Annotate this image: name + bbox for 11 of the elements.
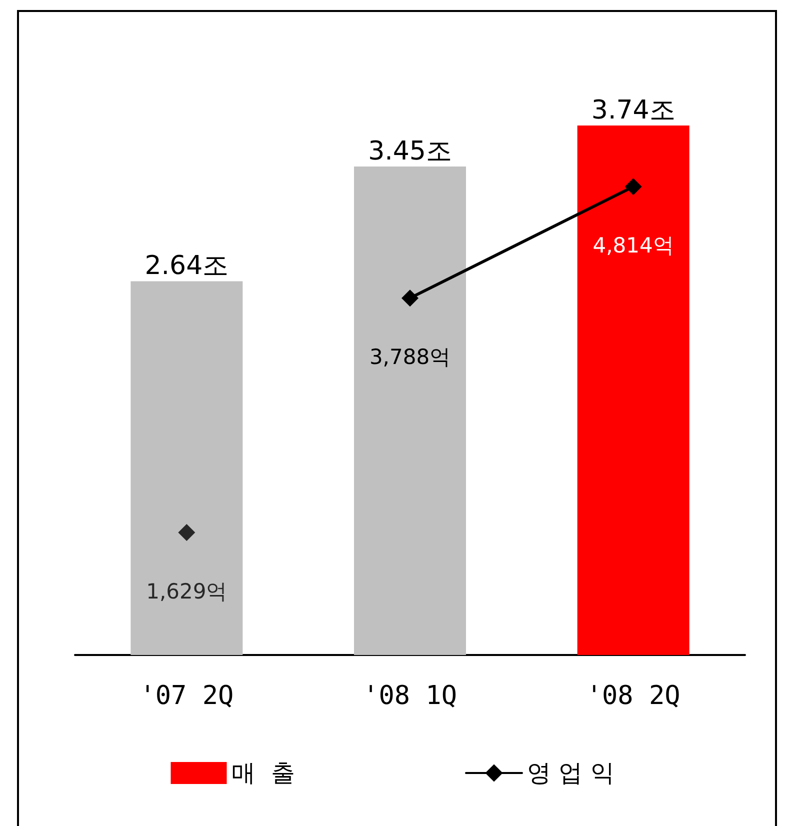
data-label: 3,788억 bbox=[369, 345, 451, 370]
data-label: 1,629억 bbox=[146, 580, 228, 604]
data-label: 3.45조 bbox=[368, 136, 452, 167]
legend-label: 매 출 bbox=[232, 759, 296, 787]
x-tick-label: '07 2Q bbox=[140, 681, 234, 711]
data-label: 4,814억 bbox=[592, 234, 674, 258]
data-label: 2.64조 bbox=[144, 251, 229, 282]
x-tick-label: '08 2Q bbox=[586, 681, 680, 711]
data-label: 3.74조 bbox=[591, 95, 676, 126]
x-tick-label: '08 1Q bbox=[363, 681, 457, 711]
legend-label: 영 업 익 bbox=[527, 759, 614, 787]
